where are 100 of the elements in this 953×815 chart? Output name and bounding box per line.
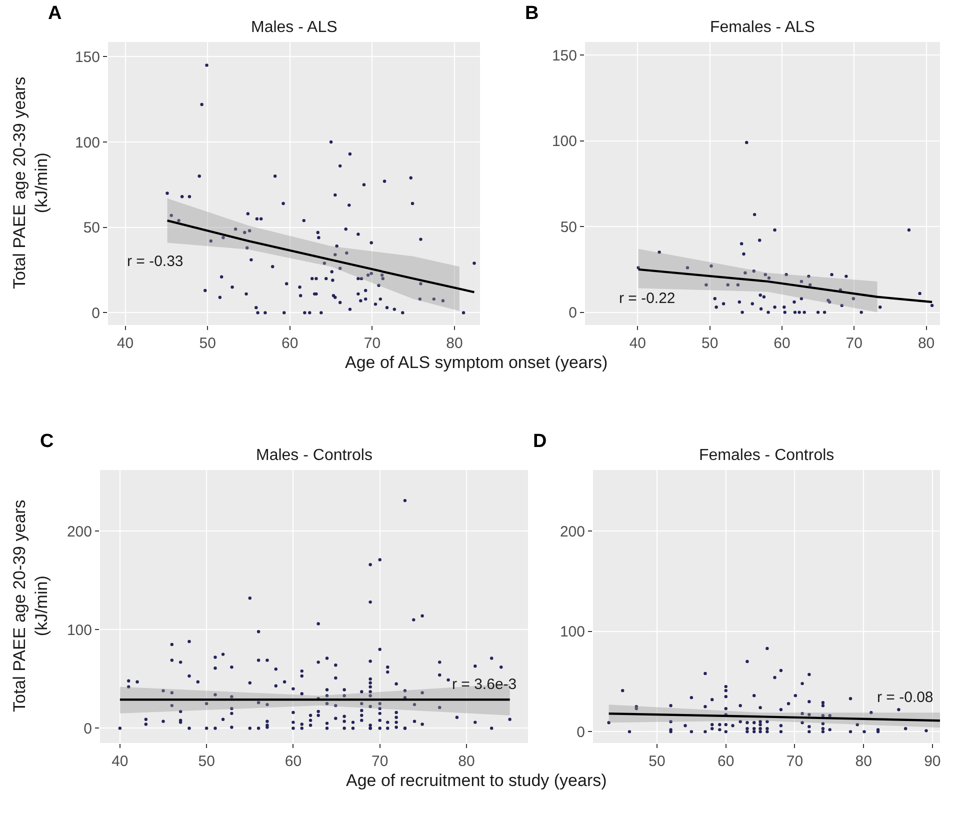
y-tick-label: 100 <box>66 622 92 639</box>
text: D <box>533 431 547 452</box>
x-axis-title: Age of ALS symptom onset (years) <box>345 353 608 372</box>
point <box>744 271 747 274</box>
point <box>844 274 848 278</box>
point <box>860 310 863 314</box>
x-tick-label: 40 <box>112 753 128 770</box>
point <box>802 310 806 314</box>
x-tick-label: 50 <box>198 753 215 770</box>
point <box>878 306 882 309</box>
y-tick-label: 100 <box>560 624 585 641</box>
point <box>758 238 762 242</box>
y-axis-title: Total PAEE age 20-39 years (kJ/min) <box>10 76 52 289</box>
x-tick-label: 50 <box>199 335 216 352</box>
annotation: r = -0.22 <box>619 290 676 307</box>
point <box>710 264 713 268</box>
point <box>907 228 911 232</box>
point <box>686 266 690 270</box>
y-tick-label: 0 <box>576 724 585 741</box>
point <box>658 250 661 254</box>
x-tick-label: 70 <box>846 335 862 352</box>
point <box>714 306 718 309</box>
point <box>764 272 767 276</box>
x-tick-label: 70 <box>372 753 388 770</box>
point <box>742 252 746 256</box>
chart-title: Males - Controls <box>256 447 372 464</box>
x-tick-label: 40 <box>116 335 134 352</box>
point <box>918 292 922 296</box>
y-tick-label: 50 <box>83 220 100 237</box>
x-tick-label: 80 <box>458 753 475 770</box>
point <box>782 306 786 309</box>
point <box>736 283 740 286</box>
point <box>740 310 744 314</box>
point <box>722 302 726 306</box>
x-tick-label: 50 <box>648 753 666 770</box>
point <box>773 306 776 309</box>
point <box>762 295 766 298</box>
point <box>852 296 856 300</box>
point <box>750 302 754 306</box>
text: A <box>48 3 62 24</box>
point <box>636 266 640 270</box>
x-tick-label: 60 <box>718 753 734 770</box>
point <box>773 228 776 232</box>
point <box>766 310 770 314</box>
annotation: r = 3.6e-3 <box>452 676 517 693</box>
y-tick-label: 200 <box>66 523 92 540</box>
point <box>800 296 804 300</box>
y-tick-label: 100 <box>74 134 100 152</box>
point <box>830 272 834 276</box>
y-tick-label: 0 <box>92 304 100 322</box>
point <box>740 242 744 246</box>
point <box>798 310 801 314</box>
x-axis-title: Age of recruitment to study (years) <box>346 771 607 790</box>
point <box>745 140 748 144</box>
point <box>767 276 771 280</box>
point <box>759 307 763 310</box>
point <box>793 310 797 314</box>
x-tick-label: 80 <box>446 335 463 352</box>
annotation: r = -0.08 <box>877 689 934 706</box>
x-tick-label: 60 <box>284 753 302 770</box>
point <box>704 283 708 286</box>
point <box>738 300 742 304</box>
point <box>840 304 844 308</box>
point <box>752 212 756 216</box>
x-tick-label: 40 <box>629 335 646 352</box>
point <box>758 294 762 297</box>
point <box>752 270 756 273</box>
chart-title: Males - ALS <box>251 19 338 36</box>
x-tick-label: 70 <box>786 753 804 770</box>
point <box>808 283 812 286</box>
text: B <box>525 3 539 24</box>
y-tick-label: 200 <box>560 523 585 540</box>
text: C <box>40 431 54 452</box>
y-axis-title: Total PAEE age 20-39 years (kJ/min) <box>10 500 52 712</box>
chart-title: Females - Controls <box>699 447 834 464</box>
x-tick-label: 70 <box>364 335 381 352</box>
x-tick-label: 80 <box>918 335 935 352</box>
point <box>713 296 716 300</box>
y-tick-label: 150 <box>552 47 577 64</box>
x-tick-label: 60 <box>774 335 790 352</box>
x-tick-label: 60 <box>282 335 298 352</box>
x-tick-label: 50 <box>701 335 718 352</box>
point <box>792 300 796 304</box>
point <box>816 310 820 314</box>
point <box>784 272 788 276</box>
y-tick-label: 0 <box>568 304 577 322</box>
annotation: r = -0.33 <box>127 253 184 270</box>
point <box>807 274 810 278</box>
point <box>930 304 934 308</box>
y-tick-label: 150 <box>74 48 100 66</box>
point <box>726 283 730 286</box>
y-tick-label: 0 <box>84 720 92 738</box>
point <box>783 310 786 314</box>
y-tick-label: 50 <box>560 218 577 236</box>
chart-title: Females - ALS <box>710 19 815 36</box>
y-tick-label: 100 <box>552 133 577 150</box>
x-tick-label: 90 <box>924 753 941 770</box>
x-tick-label: 80 <box>855 753 872 770</box>
point <box>822 310 826 314</box>
point <box>800 280 804 284</box>
